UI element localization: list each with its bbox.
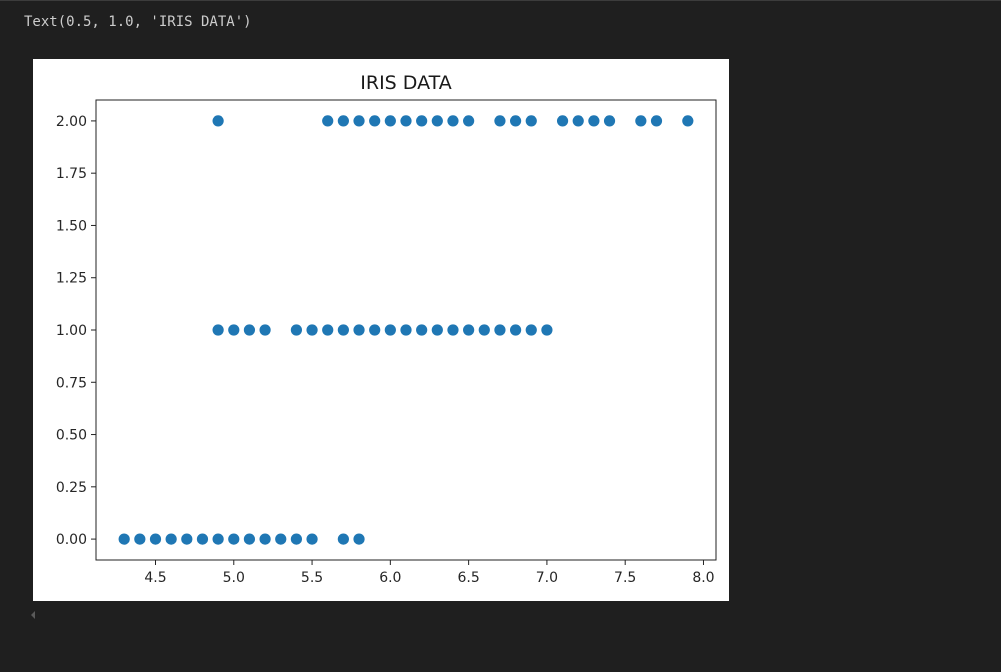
data-point xyxy=(149,533,162,545)
data-point xyxy=(447,324,459,336)
scatter-chart: IRIS DATA 4.5 5.0 5.5 6.0 6.5 7.0 7.5 8.0 0.00 0.… xyxy=(56,72,717,586)
data-point xyxy=(603,115,616,127)
data-point xyxy=(525,324,537,336)
axis-ticks: 4.5 5.0 5.5 6.0 6.5 7.0 7.5 8.0 0.00 0.25 0.50 0.75… xyxy=(56,114,715,586)
x-tick-label: 4.5 xyxy=(144,570,166,586)
x-tick-label: 7.5 xyxy=(614,570,636,586)
data-point xyxy=(384,115,396,127)
y-tick-label: 1.00 xyxy=(56,323,87,339)
data-point xyxy=(212,533,224,545)
data-point xyxy=(243,324,256,336)
axes-frame xyxy=(95,99,717,561)
data-point xyxy=(416,324,428,336)
data-point xyxy=(322,324,334,336)
data-point xyxy=(181,533,193,545)
data-point xyxy=(212,324,224,336)
scroll-left-arrow-icon[interactable] xyxy=(31,611,35,619)
data-point xyxy=(509,115,522,127)
data-point xyxy=(541,324,553,336)
x-tick-label: 5.5 xyxy=(301,570,323,586)
data-point xyxy=(337,324,349,336)
data-point xyxy=(650,115,663,127)
data-point xyxy=(228,324,240,336)
y-tick-label: 0.25 xyxy=(56,480,87,496)
data-point xyxy=(494,324,506,336)
data-point xyxy=(322,115,334,127)
x-tick-label: 7.0 xyxy=(536,570,558,586)
data-point xyxy=(463,324,475,336)
data-point xyxy=(165,533,177,545)
y-tick-label: 0.00 xyxy=(56,532,87,548)
data-point xyxy=(556,115,569,127)
cell-divider xyxy=(0,0,1001,1)
y-tick-label: 1.25 xyxy=(56,271,87,287)
data-point xyxy=(682,115,694,127)
data-point xyxy=(353,533,365,545)
data-point xyxy=(509,324,522,336)
x-tick-label: 6.0 xyxy=(379,570,401,586)
data-point xyxy=(353,324,365,336)
output-text: Text(0.5, 1.0, 'IRIS DATA') xyxy=(24,14,252,30)
data-point xyxy=(337,533,349,545)
data-point xyxy=(134,533,146,545)
data-point xyxy=(463,115,475,127)
y-tick-label: 2.00 xyxy=(56,114,87,130)
y-tick-label: 0.75 xyxy=(56,375,87,391)
data-point xyxy=(337,115,349,127)
data-point xyxy=(572,115,584,127)
data-point xyxy=(588,115,600,127)
data-point xyxy=(384,324,396,336)
data-point xyxy=(118,533,130,545)
data-point xyxy=(306,533,318,545)
data-point xyxy=(431,324,443,336)
data-point xyxy=(290,324,303,336)
data-point xyxy=(196,533,209,545)
data-point xyxy=(369,324,381,336)
x-tick-label: 6.5 xyxy=(457,570,479,586)
x-tick-label: 5.0 xyxy=(223,570,245,586)
data-point xyxy=(275,533,287,545)
data-point xyxy=(243,533,256,545)
data-point xyxy=(431,115,443,127)
data-point xyxy=(635,115,647,127)
data-point xyxy=(369,115,381,127)
data-point xyxy=(478,324,490,336)
data-point xyxy=(494,115,506,127)
data-point xyxy=(353,115,365,127)
data-point xyxy=(259,533,271,545)
data-point xyxy=(290,533,303,545)
data-point xyxy=(525,115,537,127)
data-point xyxy=(259,324,271,336)
data-point xyxy=(447,115,459,127)
y-tick-label: 1.75 xyxy=(56,166,87,182)
data-point xyxy=(400,324,412,336)
data-points xyxy=(118,115,694,545)
y-tick-label: 0.50 xyxy=(56,428,87,444)
data-point xyxy=(400,115,412,127)
data-point xyxy=(212,115,224,127)
data-point xyxy=(306,324,318,336)
data-point xyxy=(228,533,240,545)
data-point xyxy=(416,115,428,127)
y-tick-label: 1.50 xyxy=(56,218,87,234)
figure: IRIS DATA 4.5 5.0 5.5 6.0 6.5 7.0 7.5 8.0 0.00 0.… xyxy=(33,59,729,601)
chart-title: IRIS DATA xyxy=(360,72,451,94)
x-tick-label: 8.0 xyxy=(692,570,714,586)
